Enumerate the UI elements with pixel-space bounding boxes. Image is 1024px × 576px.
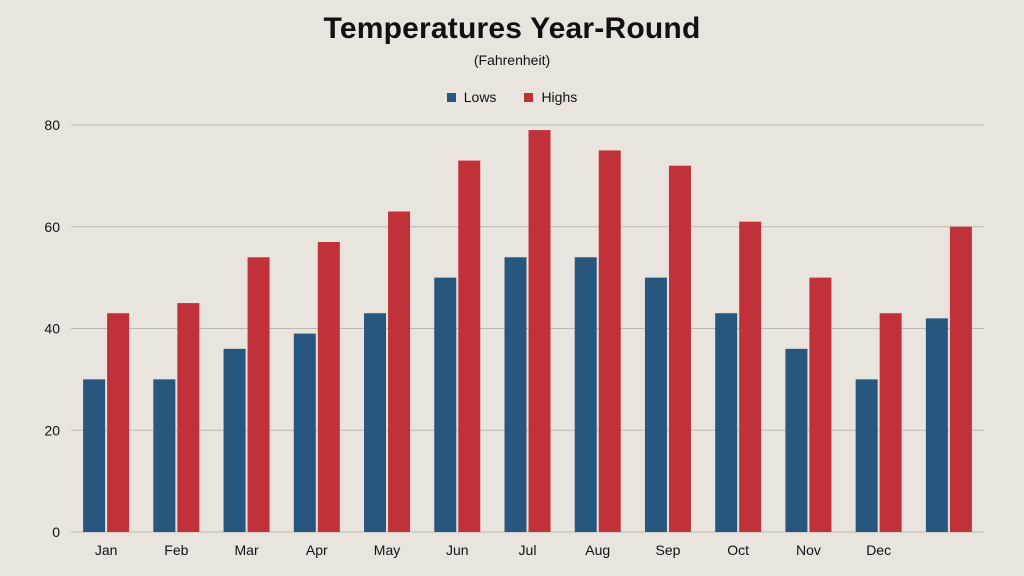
bar-highs-jan: [107, 313, 130, 532]
legend-item-highs: Highs: [524, 89, 577, 105]
x-tick-label-may: May: [374, 542, 400, 558]
chart-title: Temperatures Year-Round: [323, 12, 701, 45]
bar-highs-aug: [598, 150, 621, 532]
y-tick-label: 0: [52, 524, 60, 540]
bar-lows-jun: [434, 277, 457, 532]
bar-lows-feb: [153, 379, 176, 532]
bar-lows-sep: [644, 277, 667, 532]
bar-lows-dec: [855, 379, 878, 532]
bar-lows-oct: [715, 313, 738, 532]
y-tick-label: 40: [44, 321, 60, 337]
x-tick-label-jan: Jan: [95, 542, 118, 558]
bar-lows-extra: [925, 318, 948, 532]
y-tick-label: 20: [44, 422, 60, 438]
bar-highs-sep: [668, 165, 691, 532]
bar-highs-may: [388, 211, 411, 533]
x-tick-label-jul: Jul: [519, 542, 537, 558]
bar-lows-mar: [223, 348, 246, 532]
bar-lows-may: [364, 313, 387, 532]
legend-label-lows: Lows: [463, 89, 497, 105]
bar-lows-apr: [293, 333, 316, 532]
bar-highs-oct: [739, 221, 762, 532]
x-tick-label-aug: Aug: [585, 542, 610, 558]
x-tick-label-sep: Sep: [656, 542, 681, 558]
bar-lows-nov: [785, 348, 808, 532]
legend-swatch-highs: [524, 92, 534, 102]
y-tick-label: 60: [44, 219, 60, 235]
legend-item-lows: Lows: [446, 89, 497, 105]
bar-highs-jul: [528, 130, 551, 532]
x-tick-label-oct: Oct: [727, 542, 749, 558]
legend-swatch-lows: [446, 92, 456, 102]
bar-highs-mar: [247, 257, 270, 532]
bar-highs-feb: [177, 303, 200, 532]
x-tick-label-feb: Feb: [164, 542, 188, 558]
x-tick-label-apr: Apr: [306, 542, 328, 558]
x-tick-label-jun: Jun: [446, 542, 469, 558]
bar-highs-jun: [458, 160, 481, 533]
bar-highs-apr: [317, 242, 340, 532]
bar-lows-aug: [574, 257, 597, 532]
bar-lows-jan: [83, 379, 106, 532]
bar-lows-jul: [504, 257, 527, 532]
chart-subtitle: (Fahrenheit): [473, 52, 551, 68]
x-tick-label-nov: Nov: [796, 542, 821, 558]
y-tick-label: 80: [44, 117, 60, 133]
x-tick-label-mar: Mar: [235, 542, 259, 558]
bar-highs-nov: [809, 277, 832, 532]
bar-highs-dec: [879, 313, 902, 532]
legend: Lows Highs: [0, 89, 1024, 105]
x-tick-label-dec: Dec: [866, 542, 891, 558]
bar-highs-extra: [949, 226, 972, 532]
legend-label-highs: Highs: [541, 89, 578, 105]
